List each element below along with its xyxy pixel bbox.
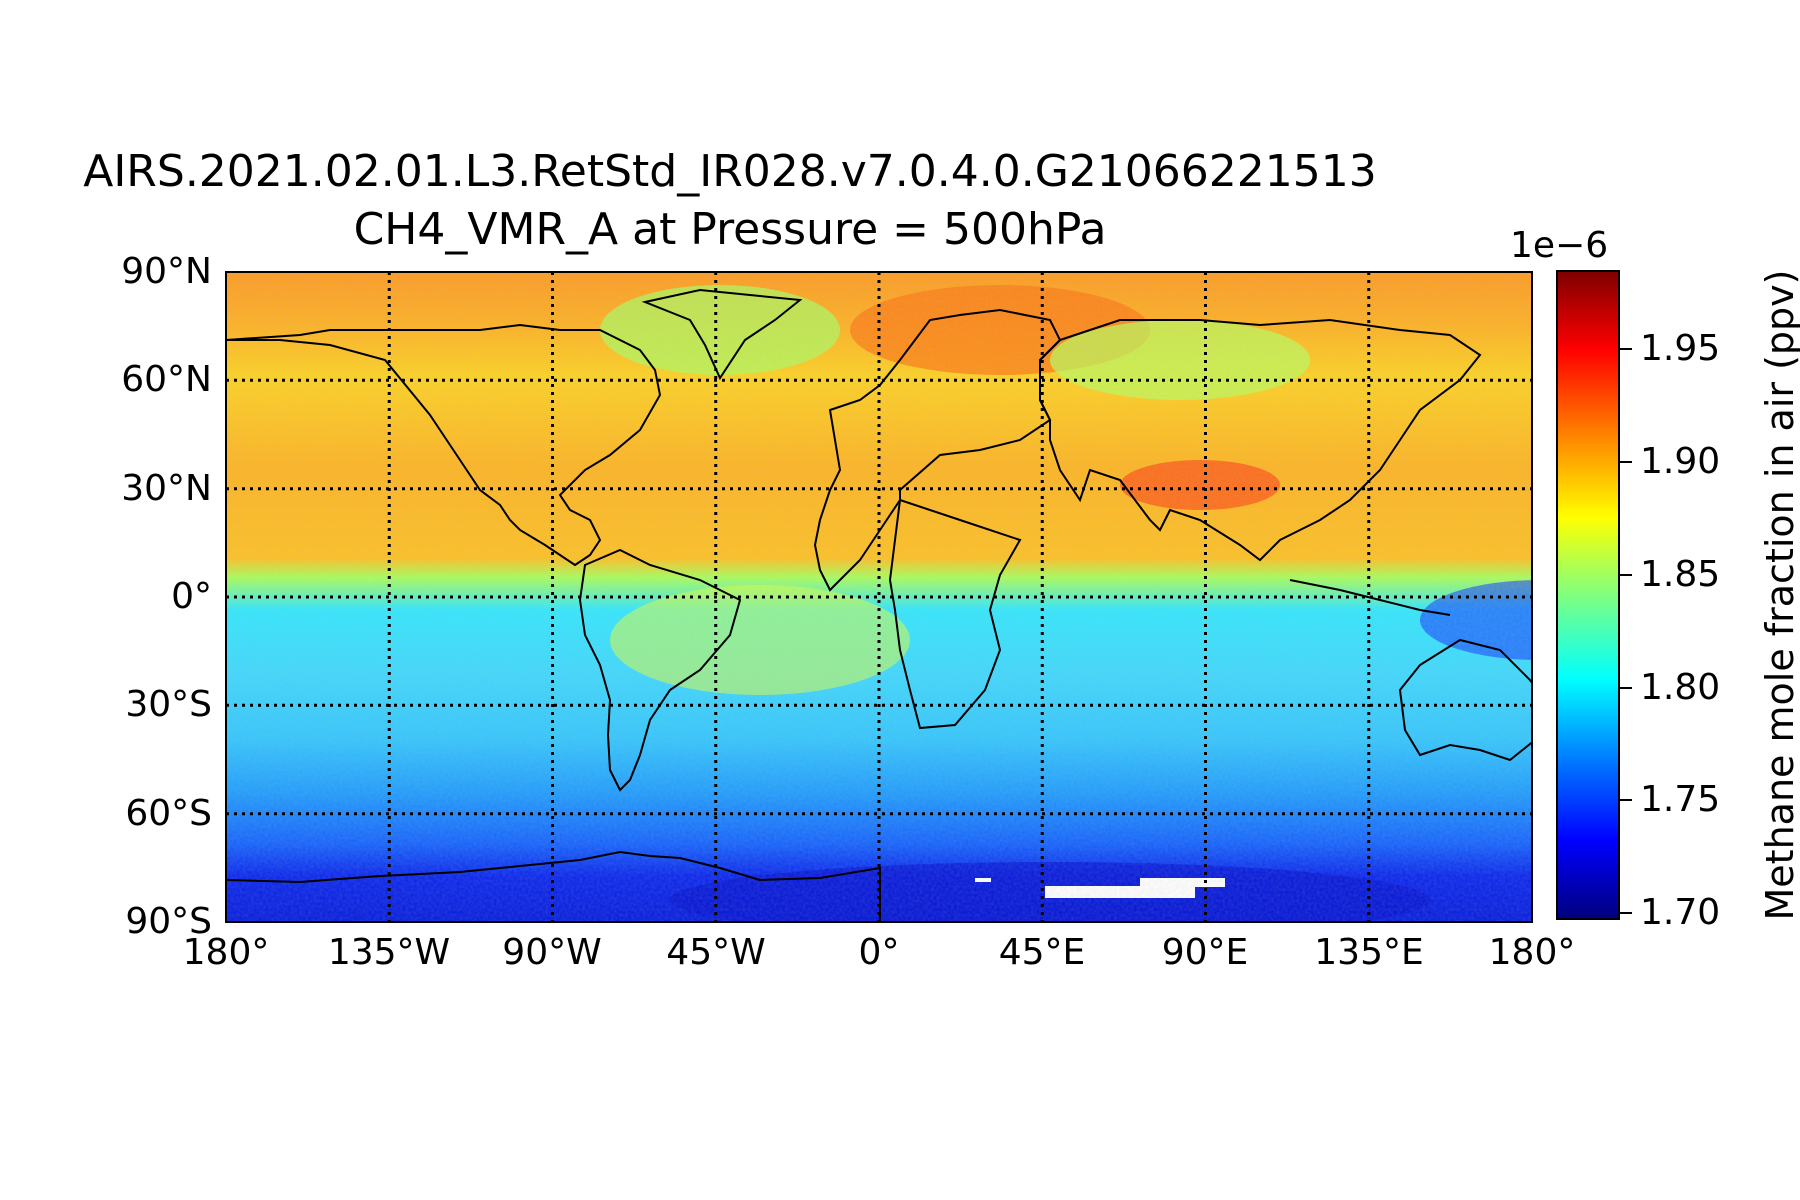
coastlines: [226, 288, 1532, 922]
colorbar: [1556, 270, 1620, 920]
colorbar-tick-label: 1.80: [1640, 666, 1721, 708]
lon-tick-label: 135°E: [1314, 932, 1424, 973]
lon-tick-label: 45°E: [998, 932, 1086, 973]
colorbar-tick-mark: [1620, 912, 1632, 915]
colorbar-tick-label: 1.90: [1640, 440, 1721, 482]
colorbar-tick-mark: [1620, 686, 1632, 689]
colorbar-tick-label: 1.75: [1640, 779, 1721, 821]
lat-tick-label: 0°: [171, 576, 212, 617]
indonesia-coast: [1289, 579, 1451, 616]
lat-tick-label: 90°N: [121, 251, 212, 292]
lat-tick-label: 60°S: [125, 793, 212, 834]
chart-subtitle: CH4_VMR_A at Pressure = 500hPa: [353, 204, 1107, 255]
australia-coast: [1398, 638, 1532, 762]
chart-title: AIRS.2021.02.01.L3.RetStd_IR028.v7.0.4.0…: [83, 146, 1377, 197]
colorbar-tick-label: 1.95: [1640, 327, 1721, 369]
lon-tick-label: 135°W: [327, 932, 451, 973]
lon-tick-label: 90°W: [502, 932, 602, 973]
data-field: [226, 272, 1532, 922]
colorbar-tick-mark: [1620, 460, 1632, 463]
europe-africa-coast: [813, 308, 1062, 592]
asia-coast: [1039, 318, 1482, 562]
north-america-coast: [226, 323, 662, 567]
colorbar-exponent: 1e−6: [1510, 225, 1609, 266]
africa-south-coast: [888, 498, 1022, 730]
colorbar-label: Methane mole fraction in air (ppv): [1758, 269, 1800, 921]
lon-tick-label: 45°W: [666, 932, 766, 973]
lon-tick-label: 180°: [1488, 932, 1576, 973]
plot-frame: [225, 271, 1533, 923]
colorbar-tick-mark: [1620, 799, 1632, 802]
south-america-coast: [578, 548, 742, 792]
gridlines: [226, 272, 1532, 922]
lon-tick-label: 180°: [182, 932, 270, 973]
lat-tick-label: 30°S: [125, 684, 212, 725]
colorbar-tick-mark: [1620, 573, 1632, 576]
lat-tick-label: 60°N: [121, 359, 212, 400]
lon-tick-label: 0°: [858, 932, 900, 973]
lon-tick-label: 90°E: [1161, 932, 1249, 973]
greenland-coast: [641, 288, 803, 381]
lat-tick-label: 90°S: [125, 901, 212, 942]
lat-tick-label: 30°N: [121, 468, 212, 509]
colorbar-tick-label: 1.85: [1640, 553, 1721, 595]
antarctica-coast: [226, 850, 881, 922]
colorbar-tick-label: 1.70: [1640, 892, 1721, 934]
colorbar-tick-mark: [1620, 347, 1632, 350]
